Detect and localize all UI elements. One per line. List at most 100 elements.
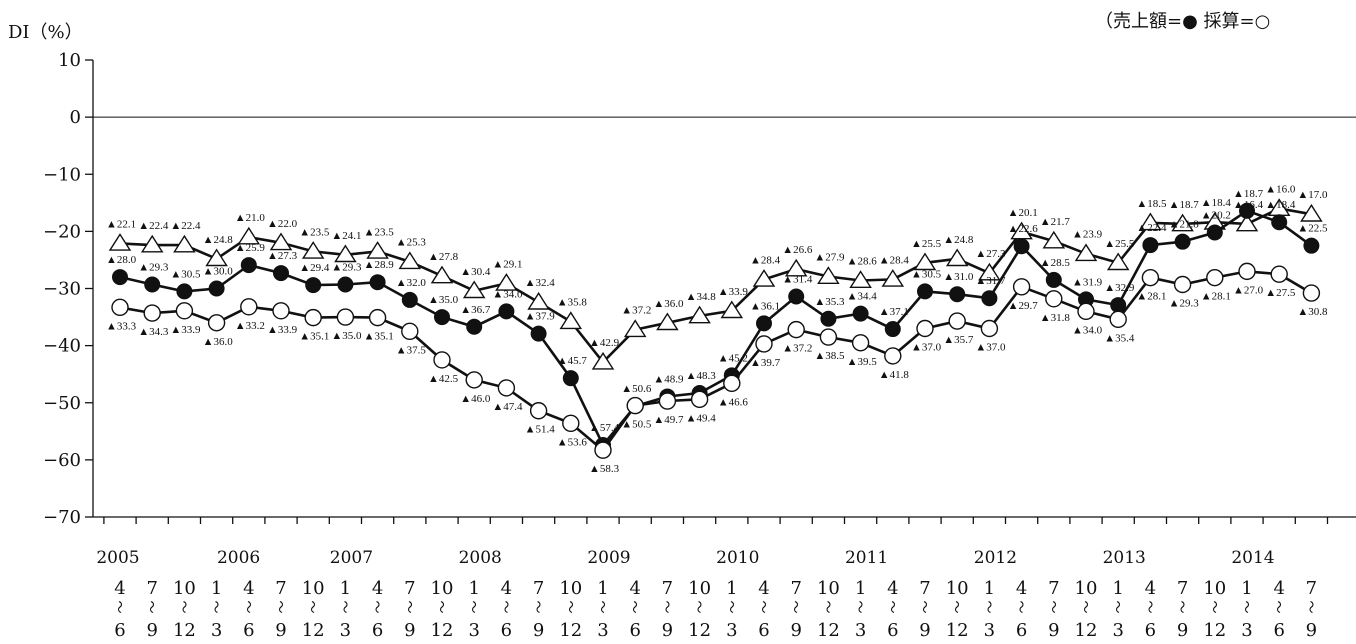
series-point-open-circle bbox=[884, 347, 902, 365]
y-tick-label: −30 bbox=[43, 279, 81, 300]
series-point-open-circle bbox=[175, 302, 194, 320]
year-label: 2009 bbox=[587, 548, 630, 568]
quarter-start-label: 10 bbox=[946, 578, 969, 599]
quarter-end-label: 12 bbox=[817, 620, 840, 641]
data-label: ▲41.8 bbox=[879, 369, 910, 381]
data-label: ▲46.6 bbox=[718, 396, 749, 408]
quarter-start-label: 7 bbox=[275, 578, 286, 599]
year-label: 2010 bbox=[716, 548, 759, 568]
data-label: ▲28.4 bbox=[750, 254, 781, 266]
quarter-end-label: 6 bbox=[372, 620, 383, 641]
series-point-triangle bbox=[591, 351, 615, 370]
data-label: ▲27.8 bbox=[428, 251, 459, 263]
data-label: ▲33.9 bbox=[267, 324, 298, 336]
series-point-filled-circle bbox=[208, 280, 225, 297]
data-label: ▲18.4 bbox=[1201, 197, 1232, 209]
data-label: ▲58.3 bbox=[589, 463, 620, 475]
series-point-open-circle bbox=[240, 298, 258, 316]
series-point-filled-circle bbox=[1303, 237, 1320, 254]
quarter-end-label: 9 bbox=[1177, 620, 1188, 641]
data-label: ▲21.8 bbox=[1169, 219, 1200, 231]
data-label: ▲32.4 bbox=[525, 277, 556, 289]
series-point-open-circle bbox=[368, 308, 387, 327]
data-label: ▲28.1 bbox=[1136, 291, 1166, 303]
series-point-open-circle bbox=[1141, 268, 1160, 287]
data-label: ▲27.5 bbox=[1265, 287, 1296, 299]
series-point-filled-circle bbox=[949, 286, 966, 303]
y-tick-label: −70 bbox=[43, 507, 81, 528]
data-label: ▲29.1 bbox=[492, 258, 522, 270]
quarter-tilde: 〜 bbox=[819, 600, 834, 613]
quarter-end-label: 9 bbox=[275, 620, 286, 641]
data-label: ▲22.4 bbox=[138, 220, 169, 232]
data-label: ▲37.2 bbox=[621, 305, 651, 317]
series-point-open-circle bbox=[272, 302, 290, 320]
data-label: ▲31.0 bbox=[943, 271, 974, 283]
quarter-tilde: 〜 bbox=[433, 600, 448, 613]
series-point-filled-circle bbox=[1239, 202, 1255, 219]
data-label: ▲29.4 bbox=[299, 262, 330, 274]
data-label: ▲28.0 bbox=[106, 254, 137, 266]
series-point-filled-circle bbox=[917, 283, 933, 300]
data-label: ▲36.0 bbox=[203, 336, 234, 348]
data-label: ▲31.4 bbox=[782, 273, 813, 285]
quarter-tilde: 〜 bbox=[530, 600, 545, 613]
series-point-filled-circle bbox=[337, 276, 354, 293]
series-point-triangle bbox=[173, 234, 196, 253]
series-point-open-circle bbox=[626, 396, 644, 415]
data-label: ▲46.0 bbox=[460, 393, 491, 405]
series-point-triangle bbox=[108, 233, 132, 251]
series-point-filled-circle bbox=[176, 283, 193, 300]
quarter-start-label: 4 bbox=[243, 578, 254, 599]
series-point-triangle bbox=[301, 241, 325, 259]
series-point-triangle bbox=[430, 265, 454, 284]
series-point-filled-circle bbox=[820, 310, 837, 327]
data-label: ▲39.7 bbox=[750, 357, 781, 369]
quarter-end-label: 6 bbox=[758, 620, 769, 641]
quarter-end-label: 9 bbox=[1048, 620, 1059, 641]
quarter-end-label: 3 bbox=[340, 620, 351, 641]
series-point-triangle bbox=[945, 248, 969, 267]
series-point-open-circle bbox=[1173, 275, 1192, 294]
data-label: ▲49.4 bbox=[686, 412, 717, 424]
quarter-start-label: 1 bbox=[726, 578, 737, 599]
data-label: ▲30.4 bbox=[460, 266, 491, 278]
quarter-start-label: 4 bbox=[1273, 578, 1284, 599]
quarter-start-label: 7 bbox=[790, 578, 801, 599]
data-label: ▲25.5 bbox=[911, 238, 942, 250]
y-axis-label: DI（%） bbox=[8, 22, 83, 43]
quarter-start-label: 7 bbox=[662, 578, 673, 599]
series-point-triangle bbox=[849, 270, 872, 288]
series-point-triangle bbox=[881, 269, 905, 287]
series-point-triangle bbox=[720, 300, 744, 319]
data-label: ▲28.4 bbox=[879, 254, 910, 266]
quarter-tilde: 〜 bbox=[948, 600, 963, 613]
series-point-open-circle bbox=[723, 374, 741, 393]
quarter-tilde: 〜 bbox=[787, 600, 802, 613]
data-label: ▲51.4 bbox=[525, 424, 556, 436]
quarter-start-label: 10 bbox=[302, 578, 325, 599]
quarter-start-label: 4 bbox=[114, 578, 125, 599]
quarter-tilde: 〜 bbox=[1302, 600, 1317, 613]
data-label: ▲26.6 bbox=[782, 244, 813, 256]
quarter-end-label: 9 bbox=[404, 620, 415, 641]
series-point-triangle bbox=[398, 251, 422, 270]
quarter-tilde: 〜 bbox=[852, 600, 867, 613]
quarter-tilde: 〜 bbox=[1238, 600, 1253, 613]
series-point-triangle bbox=[752, 269, 776, 287]
series-point-filled-circle bbox=[401, 291, 418, 308]
quarter-tilde: 〜 bbox=[1077, 600, 1092, 613]
year-label: 2011 bbox=[845, 548, 888, 568]
quarter-start-label: 7 bbox=[533, 578, 544, 599]
series-point-open-circle bbox=[1238, 262, 1256, 281]
data-label: ▲37.9 bbox=[525, 311, 556, 323]
series-point-filled-circle bbox=[273, 265, 289, 282]
quarter-end-label: 12 bbox=[302, 620, 325, 641]
series-point-open-circle bbox=[819, 328, 838, 346]
year-label: 2013 bbox=[1103, 548, 1146, 568]
quarter-end-label: 9 bbox=[146, 620, 157, 641]
series-point-filled-circle bbox=[981, 290, 998, 307]
series-point-filled-circle bbox=[434, 309, 450, 326]
series-point-filled-circle bbox=[1142, 237, 1159, 254]
